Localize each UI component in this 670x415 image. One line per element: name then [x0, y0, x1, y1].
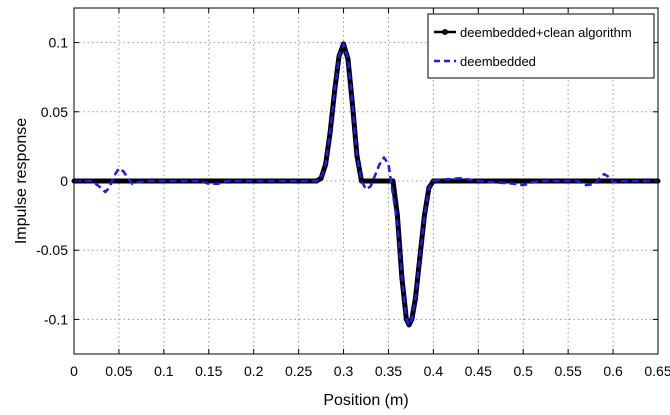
y-tick-label: -0.05: [36, 242, 68, 258]
x-tick-label: 0.15: [195, 363, 222, 379]
x-tick-label: 0.5: [513, 363, 533, 379]
legend: deembedded+clean algorithm deembedded: [427, 13, 655, 79]
data-point-clean: [345, 56, 351, 62]
x-tick-label: 0.3: [334, 363, 354, 379]
y-tick-labels: 0.1 0.05 0 -0.05 -0.1: [36, 35, 68, 328]
x-tick-label: 0.55: [555, 363, 582, 379]
x-axis-label: Position (m): [323, 392, 408, 409]
x-tick-label: 0.05: [105, 363, 132, 379]
y-tick-label: 0.05: [41, 104, 68, 120]
x-tick-label: 0.1: [154, 363, 174, 379]
y-tick-label: 0.1: [49, 35, 69, 51]
legend-label-deembedded: deembedded: [460, 54, 536, 69]
series-layer: [71, 41, 661, 328]
x-tick-label: 0.45: [465, 363, 492, 379]
x-tick-label: 0.35: [375, 363, 402, 379]
y-tick-label: 0: [60, 173, 68, 189]
x-tick-label: 0.25: [285, 363, 312, 379]
legend-marker-clean: [442, 29, 448, 35]
legend-box: [427, 13, 655, 79]
legend-label-clean: deembedded+clean algorithm: [460, 25, 632, 40]
x-tick-label: 0.4: [424, 363, 444, 379]
x-tick-labels: 0 0.05 0.1 0.15 0.2 0.25 0.3 0.35 0.4 0.45 0.5 0.55…: [70, 363, 670, 379]
x-tick-label: 0.2: [244, 363, 264, 379]
y-tick-label: -0.1: [44, 311, 68, 327]
series-line-deembedded: [74, 42, 658, 327]
x-tick-label: 0.65: [644, 363, 670, 379]
y-axis-label: Impulse response: [13, 118, 30, 244]
x-tick-label: 0: [70, 363, 78, 379]
x-tick-label: 0.6: [603, 363, 623, 379]
